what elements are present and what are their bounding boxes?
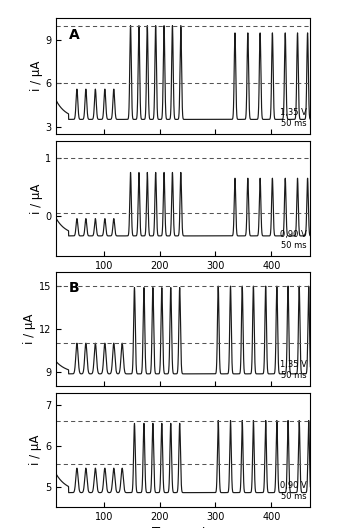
Text: 0,90 V
50 ms: 0,90 V 50 ms bbox=[280, 230, 307, 250]
Text: 1,35 V
50 ms: 1,35 V 50 ms bbox=[280, 360, 307, 380]
X-axis label: Tempo / s: Tempo / s bbox=[152, 275, 215, 288]
Text: 0,90 V
50 ms: 0,90 V 50 ms bbox=[280, 481, 307, 501]
Y-axis label: i / μA: i / μA bbox=[29, 435, 42, 465]
X-axis label: Tempo / s: Tempo / s bbox=[152, 526, 215, 528]
Y-axis label: i / μA: i / μA bbox=[23, 314, 36, 344]
Text: B: B bbox=[69, 281, 79, 295]
Text: A: A bbox=[69, 27, 80, 42]
Y-axis label: i / μA: i / μA bbox=[29, 61, 42, 91]
Text: 1,35 V
50 ms: 1,35 V 50 ms bbox=[280, 108, 307, 128]
Y-axis label: i / μA: i / μA bbox=[29, 183, 42, 214]
